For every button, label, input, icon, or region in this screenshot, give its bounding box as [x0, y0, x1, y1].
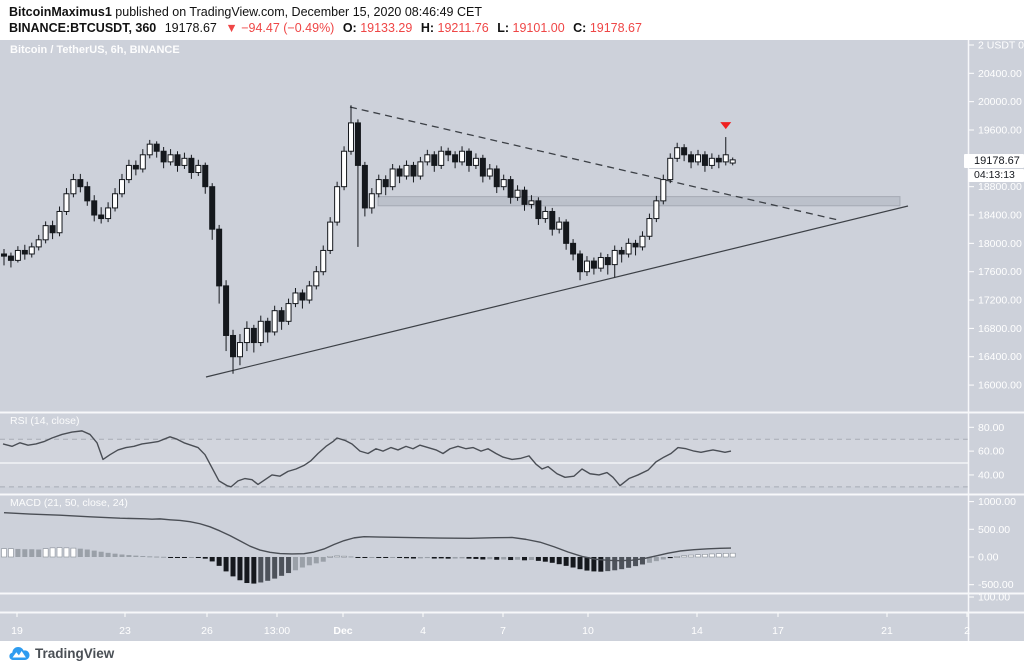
- close-label: C:: [573, 21, 587, 35]
- svg-text:18000.00: 18000.00: [978, 238, 1022, 250]
- chart-legend[interactable]: Bitcoin / TetherUS, 6h, BINANCE: [10, 44, 180, 56]
- high-value: 19211.76: [437, 21, 489, 35]
- svg-text:4: 4: [420, 625, 426, 637]
- low-label: L:: [497, 21, 510, 35]
- open-value: 19133.29: [360, 21, 413, 35]
- svg-text:18800.00: 18800.00: [978, 181, 1022, 193]
- published-text: published on TradingView.com, December 1…: [111, 5, 482, 19]
- chart-area: 2 USDT 0 20400.00 20000.00 19600.00 18800.00…: [0, 40, 1024, 641]
- chart-canvas[interactable]: 2 USDT 0 20400.00 20000.00 19600.00 18800.00…: [0, 40, 1024, 641]
- low-value: 19101.00: [512, 21, 565, 35]
- svg-text:-500.00: -500.00: [978, 579, 1014, 591]
- svg-text:19: 19: [11, 625, 23, 637]
- svg-text:16800.00: 16800.00: [978, 323, 1022, 335]
- macd-legend[interactable]: MACD (21, 50, close, 24): [10, 497, 128, 509]
- svg-text:19600.00: 19600.00: [978, 124, 1022, 136]
- svg-text:0.00: 0.00: [978, 551, 999, 563]
- svg-text:40.00: 40.00: [978, 469, 1004, 481]
- footer: TradingView: [0, 641, 1024, 665]
- svg-text:80.00: 80.00: [978, 422, 1004, 434]
- publish-info: BitcoinMaximus1 published on TradingView…: [9, 5, 482, 19]
- svg-text:13:00: 13:00: [264, 625, 290, 637]
- svg-text:Dec: Dec: [333, 625, 352, 637]
- svg-text:21: 21: [881, 625, 893, 637]
- svg-text:14: 14: [691, 625, 703, 637]
- svg-text:500.00: 500.00: [978, 524, 1010, 536]
- svg-text:20000.00: 20000.00: [978, 96, 1022, 108]
- symbol-ohlc-row: BINANCE:BTCUSDT, 360 19178.67 ▼ −94.47 (…: [9, 21, 642, 35]
- svg-text:17200.00: 17200.00: [978, 295, 1022, 307]
- svg-text:2 USDT 0: 2 USDT 0: [978, 40, 1024, 52]
- svg-text:26: 26: [201, 625, 213, 637]
- svg-text:16000.00: 16000.00: [978, 380, 1022, 392]
- svg-text:23: 23: [119, 625, 131, 637]
- last-price: 19178.67: [164, 21, 217, 35]
- svg-text:7: 7: [500, 625, 506, 637]
- rsi-legend[interactable]: RSI (14, close): [10, 415, 80, 427]
- svg-text:1000.00: 1000.00: [978, 496, 1016, 508]
- svg-text:17600.00: 17600.00: [978, 266, 1022, 278]
- svg-text:10: 10: [582, 625, 594, 637]
- open-label: O:: [342, 21, 357, 35]
- header: BitcoinMaximus1 published on TradingView…: [0, 0, 1024, 40]
- last-price-badge: 19178.67: [964, 154, 1024, 168]
- svg-text:18400.00: 18400.00: [978, 210, 1022, 222]
- author-name: BitcoinMaximus1: [9, 5, 112, 19]
- high-label: H:: [420, 21, 435, 35]
- change-arrow-icon: ▼: [225, 21, 238, 35]
- svg-text:16400.00: 16400.00: [978, 351, 1022, 363]
- footer-brand: TradingView: [35, 645, 115, 661]
- svg-text:2: 2: [964, 625, 970, 637]
- svg-text:60.00: 60.00: [978, 446, 1004, 458]
- countdown-badge: 04:13:13: [968, 169, 1024, 182]
- svg-text:17: 17: [772, 625, 784, 637]
- svg-text:20400.00: 20400.00: [978, 68, 1022, 80]
- tradingview-logo-icon[interactable]: [9, 646, 30, 661]
- close-value: 19178.67: [589, 21, 642, 35]
- symbol-name: BINANCE:BTCUSDT, 360: [9, 21, 157, 35]
- price-change: −94.47 (−0.49%): [241, 21, 335, 35]
